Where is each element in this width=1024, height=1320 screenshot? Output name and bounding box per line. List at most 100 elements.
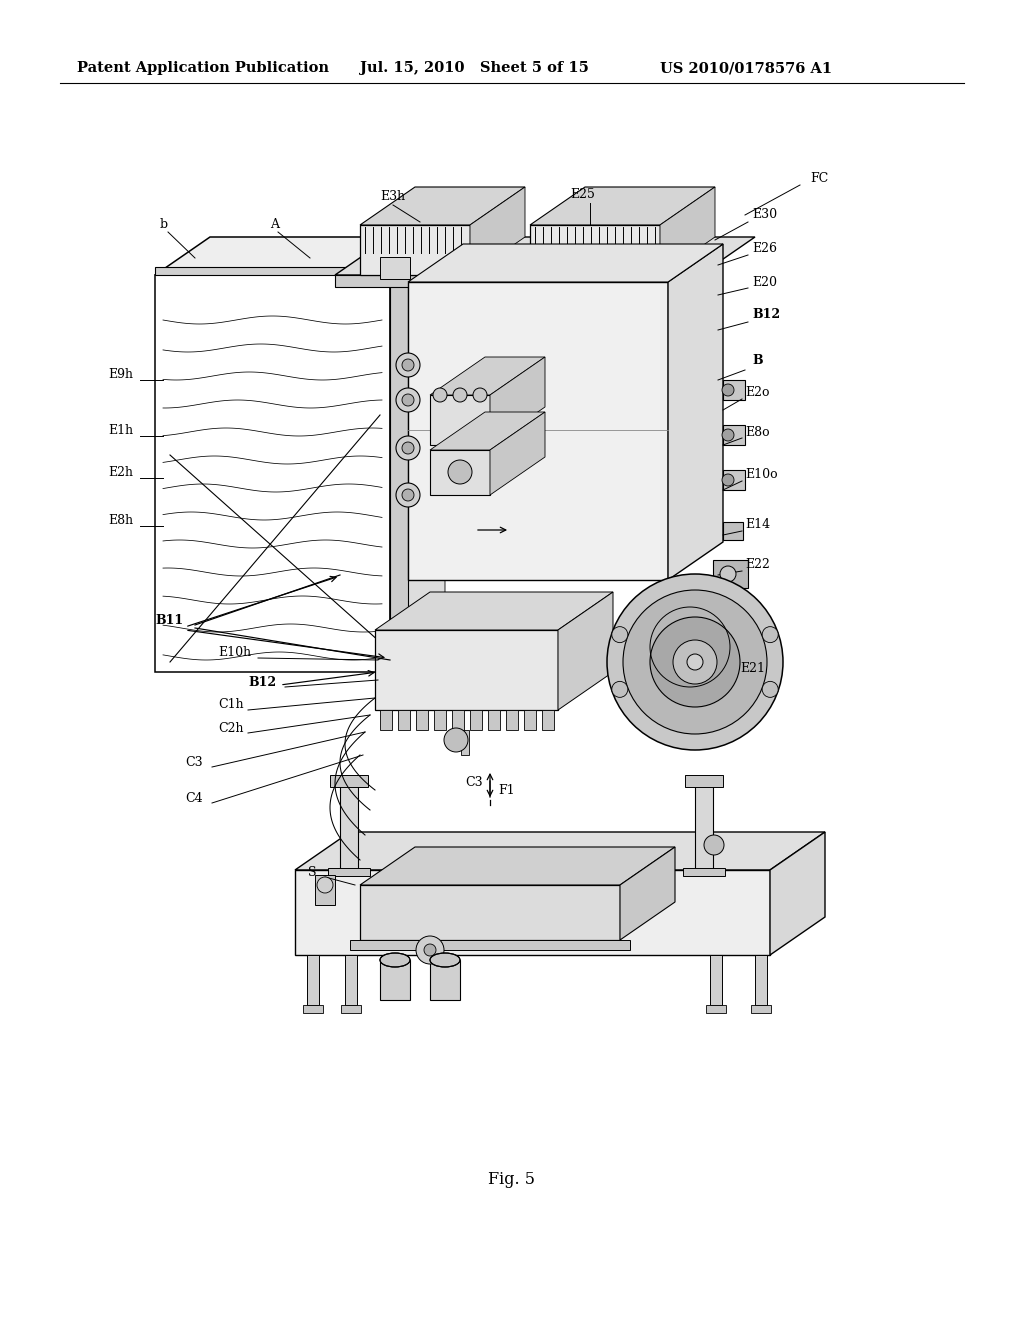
Bar <box>470 710 482 730</box>
Circle shape <box>449 459 472 484</box>
Bar <box>430 395 490 445</box>
Bar <box>461 730 469 755</box>
Polygon shape <box>375 591 613 630</box>
Circle shape <box>453 388 467 403</box>
Text: C2h: C2h <box>218 722 244 734</box>
Polygon shape <box>470 187 525 275</box>
Text: Fig. 5: Fig. 5 <box>488 1172 536 1188</box>
Circle shape <box>720 566 736 582</box>
Polygon shape <box>660 187 715 275</box>
Circle shape <box>673 640 717 684</box>
Text: E30: E30 <box>752 209 777 222</box>
Bar <box>380 257 410 279</box>
Bar <box>375 630 558 710</box>
Polygon shape <box>390 238 445 672</box>
Text: C4: C4 <box>185 792 203 804</box>
Circle shape <box>396 436 420 459</box>
Bar <box>723 521 743 540</box>
Polygon shape <box>770 832 825 954</box>
Text: E25: E25 <box>570 189 595 202</box>
Polygon shape <box>668 244 723 579</box>
Bar <box>452 710 464 730</box>
Text: S: S <box>308 866 316 879</box>
Bar <box>695 780 713 870</box>
Bar <box>341 1005 361 1012</box>
Bar <box>685 775 723 787</box>
Text: E9h: E9h <box>108 368 133 381</box>
Bar <box>434 710 446 730</box>
Circle shape <box>396 483 420 507</box>
Text: E10h: E10h <box>218 647 251 660</box>
Polygon shape <box>360 847 675 884</box>
Text: B12: B12 <box>752 309 780 322</box>
Circle shape <box>687 653 703 671</box>
Bar <box>751 1005 771 1012</box>
Circle shape <box>473 388 487 403</box>
Bar <box>330 775 368 787</box>
Bar <box>155 267 390 275</box>
Polygon shape <box>155 238 445 275</box>
Circle shape <box>762 681 778 697</box>
Bar <box>295 870 770 954</box>
Bar <box>723 425 745 445</box>
Ellipse shape <box>430 953 460 968</box>
Bar <box>530 224 660 275</box>
Text: F1: F1 <box>498 784 515 796</box>
Circle shape <box>396 352 420 378</box>
Text: E1h: E1h <box>108 424 133 437</box>
Polygon shape <box>490 356 545 445</box>
Polygon shape <box>295 832 825 870</box>
Text: C1h: C1h <box>218 698 244 711</box>
Text: FC: FC <box>810 172 828 185</box>
Text: B: B <box>752 354 763 367</box>
Circle shape <box>402 488 414 502</box>
Circle shape <box>722 384 734 396</box>
Polygon shape <box>430 412 545 450</box>
Polygon shape <box>155 275 390 672</box>
Bar <box>360 884 620 940</box>
Circle shape <box>424 944 436 956</box>
Text: E14: E14 <box>745 519 770 532</box>
Bar <box>360 224 470 275</box>
Text: B11: B11 <box>155 614 183 627</box>
Circle shape <box>623 590 767 734</box>
Text: C3: C3 <box>465 776 482 788</box>
Polygon shape <box>490 412 545 495</box>
Bar <box>506 710 518 730</box>
Bar <box>524 710 536 730</box>
Circle shape <box>607 574 783 750</box>
Bar <box>390 275 408 671</box>
Text: E2o: E2o <box>745 387 769 400</box>
Text: E3h: E3h <box>380 190 406 203</box>
Text: b: b <box>160 219 168 231</box>
Polygon shape <box>620 847 675 940</box>
Circle shape <box>705 836 724 855</box>
Circle shape <box>722 429 734 441</box>
Text: Patent Application Publication: Patent Application Publication <box>77 61 329 75</box>
Circle shape <box>433 388 447 403</box>
Circle shape <box>396 388 420 412</box>
Polygon shape <box>390 238 463 275</box>
Circle shape <box>611 627 628 643</box>
Bar <box>328 869 370 876</box>
Bar <box>345 954 357 1005</box>
Bar <box>542 710 554 730</box>
Text: B12: B12 <box>248 676 276 689</box>
Bar <box>706 1005 726 1012</box>
Bar <box>408 282 668 579</box>
Bar <box>380 710 392 730</box>
Circle shape <box>317 876 333 894</box>
Bar <box>545 257 567 275</box>
Bar <box>307 954 319 1005</box>
Circle shape <box>416 936 444 964</box>
Bar <box>380 960 410 1001</box>
Bar <box>303 1005 323 1012</box>
Bar <box>713 560 748 587</box>
Text: E2h: E2h <box>108 466 133 479</box>
Bar <box>723 470 745 490</box>
Text: E26: E26 <box>752 242 777 255</box>
Text: E22: E22 <box>745 558 770 572</box>
Text: E10o: E10o <box>745 469 777 482</box>
Polygon shape <box>408 244 723 282</box>
Text: US 2010/0178576 A1: US 2010/0178576 A1 <box>660 61 833 75</box>
